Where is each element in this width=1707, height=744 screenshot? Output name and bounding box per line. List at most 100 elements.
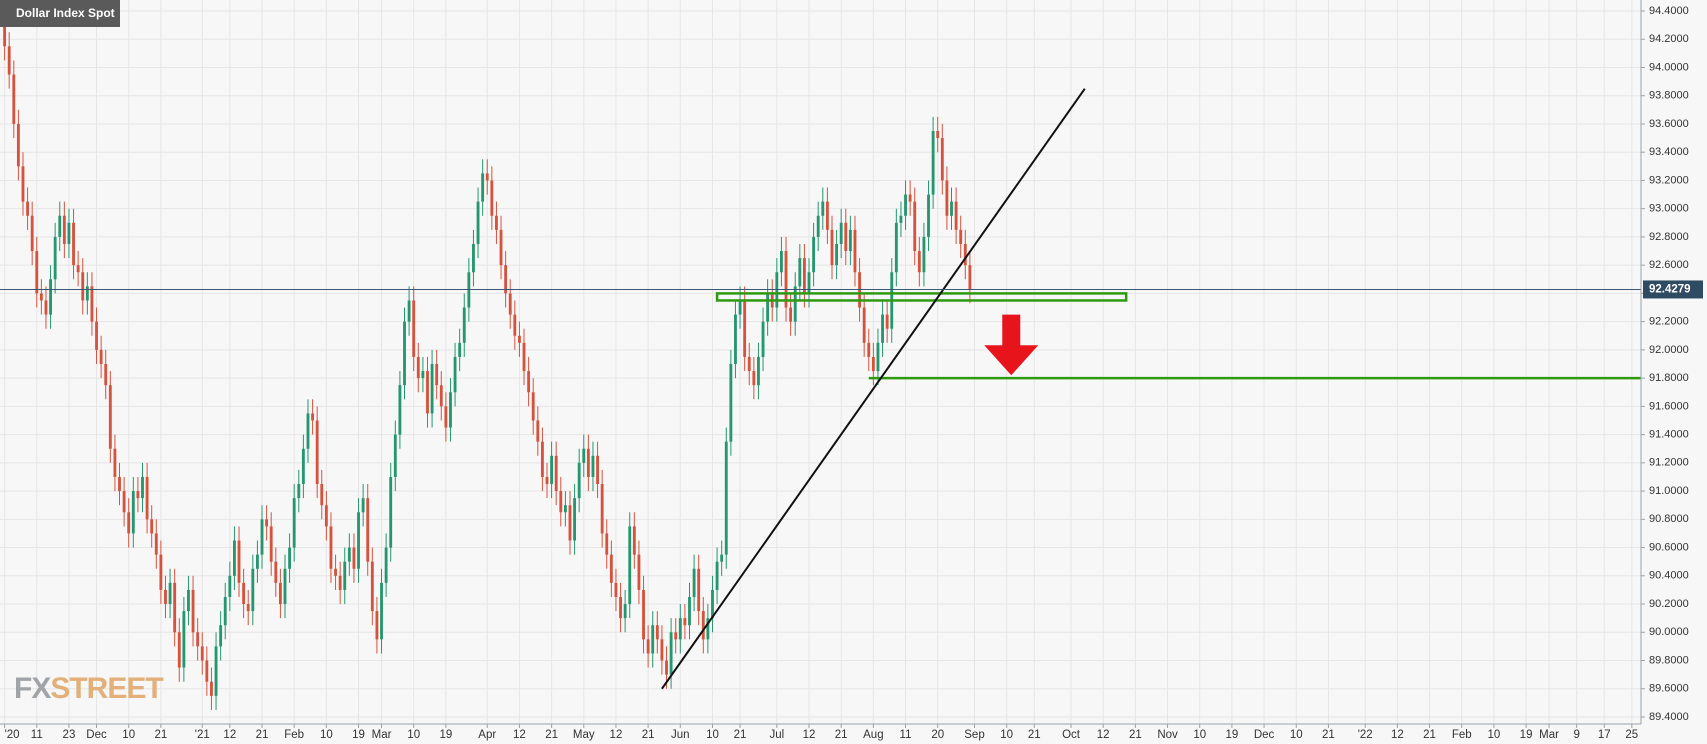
candle-body — [7, 46, 11, 75]
candle-body — [435, 364, 439, 386]
candle-body — [12, 74, 16, 124]
candle-body — [619, 596, 622, 619]
candle-body — [642, 589, 645, 640]
candle-body — [62, 215, 66, 244]
candle-body — [789, 307, 793, 322]
y-tick-label: 90.0000 — [1649, 626, 1689, 638]
candle-body — [798, 258, 802, 287]
candle-body — [706, 618, 710, 640]
candle-body — [182, 611, 186, 668]
x-tick-label: 12 — [610, 729, 623, 741]
candle-body — [260, 519, 264, 555]
candle-body — [306, 413, 310, 449]
candle-body — [228, 575, 232, 597]
x-tick-label: 10 — [407, 729, 420, 741]
candle-body — [605, 533, 609, 555]
x-tick-label: 21 — [256, 729, 269, 741]
candle-body — [688, 596, 691, 626]
candle-body — [329, 526, 333, 569]
x-tick-label: 10 — [122, 729, 135, 741]
candle-body — [150, 519, 154, 534]
candle-body — [747, 356, 751, 372]
x-tick-label: 12 — [513, 729, 526, 741]
candle-body — [945, 180, 949, 216]
candle-body — [495, 215, 498, 230]
candle-body — [315, 420, 319, 485]
candle-body — [568, 505, 572, 541]
x-tick-label: Dec — [86, 729, 107, 741]
x-tick-label: Dec — [1254, 729, 1275, 741]
candle-body — [366, 498, 370, 562]
candle-body — [959, 229, 963, 244]
candle-body — [49, 279, 52, 315]
candle-body — [357, 512, 360, 569]
candle-body — [343, 561, 347, 590]
x-tick-label: 25 — [1625, 729, 1638, 741]
candle-body — [922, 236, 926, 273]
candle-body — [563, 505, 567, 513]
candle-body — [67, 222, 71, 244]
candle-body — [743, 300, 747, 357]
x-tick-label: May — [573, 729, 595, 741]
candle-body — [127, 512, 131, 534]
candle-body — [173, 582, 177, 633]
x-tick-label: 21 — [734, 729, 747, 741]
x-tick-label: Apr — [478, 729, 496, 741]
x-tick-label: 12 — [223, 729, 236, 741]
candle-body — [53, 236, 57, 280]
x-tick-label: '20 — [5, 729, 20, 741]
candle-body — [269, 526, 273, 562]
candle-body — [596, 455, 599, 485]
candle-body — [614, 582, 618, 597]
candle-body — [113, 448, 117, 477]
candle-body — [646, 639, 650, 654]
candle-body — [476, 201, 480, 244]
x-tick-label: '21 — [195, 729, 210, 741]
chart-title: Dollar Index Spot — [16, 6, 115, 20]
candle-body — [311, 413, 314, 421]
candle-body — [927, 194, 930, 237]
x-tick-label: 11 — [900, 729, 912, 741]
candle-body — [242, 582, 246, 605]
candle-body — [164, 589, 167, 605]
candle-body — [844, 222, 848, 252]
candle-body — [481, 173, 485, 202]
y-tick-label: 94.2000 — [1649, 33, 1689, 45]
candle-body — [412, 300, 416, 357]
candle-body — [917, 251, 921, 273]
candle-body — [508, 293, 512, 315]
candle-body — [536, 420, 540, 442]
candle-body — [623, 604, 627, 619]
candle-body — [586, 448, 590, 477]
candle-body — [780, 251, 783, 273]
x-tick-label: 9 — [1573, 729, 1579, 741]
candle-body — [931, 131, 935, 195]
x-tick-label: Mar — [1539, 729, 1559, 741]
candle-body — [499, 229, 503, 266]
candle-body — [384, 547, 388, 583]
candle-body — [683, 618, 687, 626]
candle-body — [320, 484, 324, 506]
candle-body — [807, 272, 811, 294]
candle-body — [246, 604, 250, 612]
candle-body — [16, 123, 20, 167]
candle-body — [674, 632, 678, 640]
candle-body — [968, 265, 972, 290]
candle-body — [255, 554, 259, 569]
candle-body — [237, 540, 241, 583]
candle-body — [531, 392, 535, 421]
candle-body — [835, 243, 839, 266]
candle-body — [288, 547, 292, 569]
x-tick-label: 19 — [352, 729, 365, 741]
candle-body — [251, 568, 255, 612]
title-box — [0, 0, 120, 27]
candle-body — [761, 321, 765, 357]
down-arrow — [984, 314, 1039, 376]
x-tick-label: 19 — [439, 729, 452, 741]
candle-body — [352, 547, 356, 569]
candle-body — [99, 349, 103, 364]
y-tick-label: 91.6000 — [1649, 400, 1689, 412]
x-tick-label: Feb — [1452, 729, 1472, 741]
x-tick-label: Jul — [769, 729, 784, 741]
y-tick-label: 91.0000 — [1649, 485, 1689, 497]
